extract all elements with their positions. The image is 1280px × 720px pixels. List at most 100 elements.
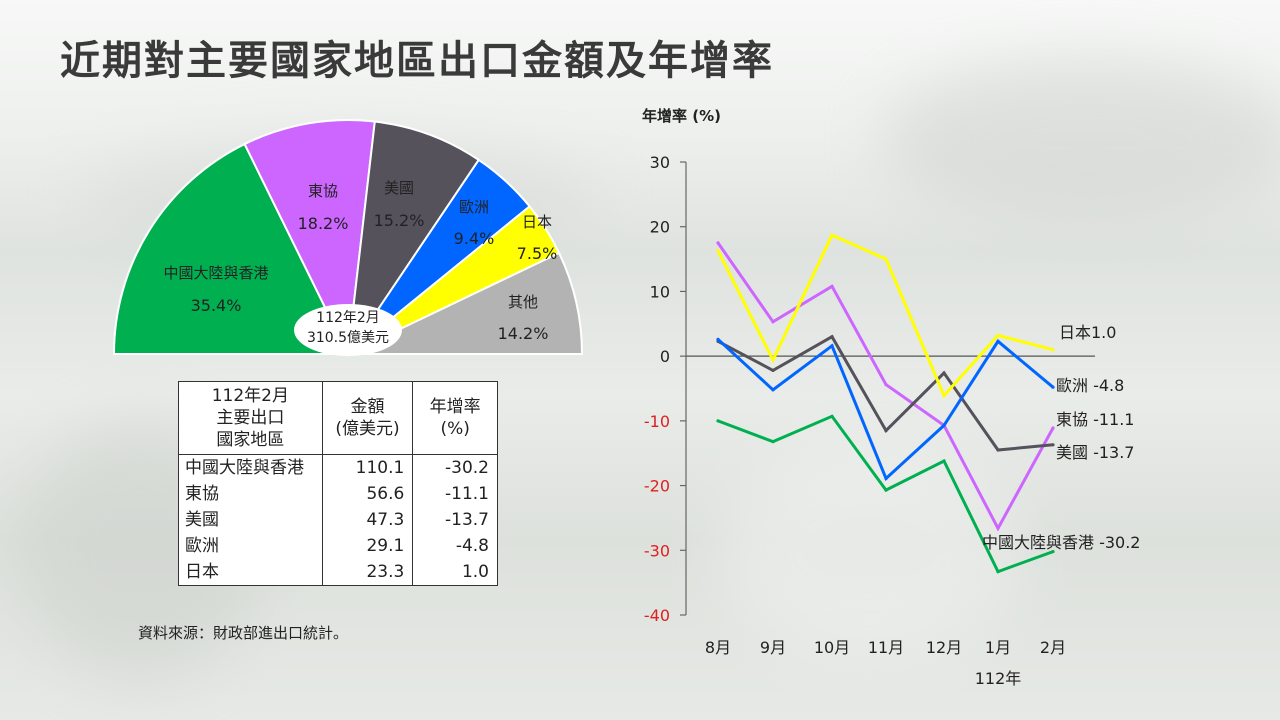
- series-end-label: 歐洲 -4.8: [1056, 376, 1124, 395]
- page-title: 近期對主要國家地區出口金額及年增率: [60, 38, 774, 84]
- pie-slice-1: [112, 142, 350, 355]
- data-point: [716, 241, 720, 245]
- table-row: 歐洲 29.1 -4.8: [178, 533, 498, 559]
- table-row: 中國大陸與香港 110.1 -30.2: [178, 454, 498, 481]
- x-axis-group-label: 112年: [975, 669, 1022, 688]
- data-point: [1051, 443, 1055, 447]
- y-tick-label: 20: [650, 218, 670, 237]
- table-cell-amount: 23.3: [321, 559, 413, 586]
- pie-slice-label: 美國: [384, 179, 414, 197]
- table-cell-growth: -4.8: [412, 533, 498, 559]
- pie-slice-percent: 14.2%: [498, 324, 549, 343]
- source-note: 資料來源：財政部進出口統計。: [138, 624, 349, 642]
- x-tick-label: 8月: [705, 638, 731, 657]
- y-axis-title: 年增率 (%): [642, 107, 721, 125]
- table-cell-region: 歐洲: [178, 533, 323, 559]
- table-header-region: 112年2月 主要出口 國家地區: [178, 381, 323, 455]
- pie-slice-3: [347, 120, 481, 355]
- table-cell-amount: 47.3: [321, 507, 413, 533]
- data-point: [830, 344, 834, 348]
- series-end-label: 中國大陸與香港 -30.2: [982, 533, 1141, 552]
- series-line-4: [716, 338, 1054, 482]
- table-cell-growth: -30.2: [412, 454, 498, 481]
- table-cell-amount: 110.1: [321, 454, 413, 481]
- data-point: [996, 526, 1000, 530]
- y-tick-label: 0: [660, 347, 670, 366]
- data-point: [830, 335, 834, 339]
- data-point: [884, 257, 888, 261]
- table-cell-growth: -11.1: [412, 481, 498, 507]
- series-end-label: 東協 -11.1: [1056, 410, 1135, 429]
- data-point: [942, 371, 946, 375]
- pie-center-total: 310.5億美元: [307, 330, 389, 346]
- data-point: [884, 383, 888, 387]
- data-point: [996, 448, 1000, 452]
- series-end-label: 日本1.0: [1059, 323, 1116, 342]
- data-point: [1051, 550, 1055, 554]
- table-cell-amount: 56.6: [321, 481, 413, 507]
- data-point: [996, 333, 1000, 337]
- data-point: [716, 419, 720, 423]
- x-tick-label: 11月: [868, 638, 904, 657]
- table-cell-region: 中國大陸與香港: [178, 454, 323, 481]
- y-tick-label: -30: [644, 541, 670, 560]
- pie-slice-percent: 35.4%: [191, 296, 242, 315]
- pie-slice-label: 其他: [508, 293, 538, 311]
- data-point: [942, 423, 946, 427]
- pie-slice-label: 東協: [308, 182, 338, 200]
- series-end-label: 美國 -13.7: [1056, 443, 1135, 462]
- data-point: [771, 368, 775, 372]
- pie-slice-label: 日本: [522, 213, 552, 231]
- data-point: [996, 339, 1000, 343]
- pie-slice-percent: 9.4%: [454, 229, 495, 248]
- pie-slice-percent: 15.2%: [374, 211, 425, 230]
- data-point: [830, 284, 834, 288]
- data-point: [884, 488, 888, 492]
- table-row: 美國 47.3 -13.7: [178, 507, 498, 533]
- table-cell-region: 美國: [178, 507, 323, 533]
- pie-slice-label: 歐洲: [459, 198, 489, 216]
- x-tick-label: 1月: [985, 638, 1011, 657]
- pie-slice-percent: 7.5%: [517, 244, 558, 263]
- x-tick-label: 10月: [814, 638, 850, 657]
- data-point: [716, 249, 720, 253]
- data-point: [716, 337, 720, 341]
- data-point: [1051, 426, 1055, 430]
- data-point: [830, 414, 834, 418]
- table-cell-growth: 1.0: [412, 559, 498, 586]
- pie-slice-2: [243, 119, 376, 358]
- data-point: [996, 570, 1000, 574]
- pie-center-hole: [294, 304, 402, 356]
- data-point: [771, 388, 775, 392]
- pie-slice-percent: 18.2%: [298, 214, 349, 233]
- y-tick-label: -10: [644, 412, 670, 431]
- table-header-amount: 金額 (億美元): [321, 381, 414, 455]
- data-point: [884, 476, 888, 481]
- data-point: [884, 429, 888, 433]
- data-point: [771, 320, 775, 324]
- x-tick-label: 9月: [760, 638, 786, 657]
- data-point: [771, 358, 775, 362]
- table-cell-region: 日本: [178, 559, 323, 586]
- data-point: [771, 440, 775, 444]
- y-tick-label: 30: [650, 153, 670, 172]
- table-cell-region: 東協: [178, 481, 323, 507]
- data-point: [1051, 385, 1055, 389]
- y-tick-label: -40: [644, 606, 670, 625]
- pie-center-period: 112年2月: [316, 310, 380, 326]
- y-tick-label: 10: [650, 282, 670, 301]
- data-point: [942, 459, 946, 463]
- data-point: [830, 233, 834, 237]
- x-tick-label: 12月: [926, 638, 962, 657]
- table-header-growth: 年增率 (%): [412, 381, 498, 455]
- data-point: [1051, 348, 1055, 352]
- table-row: 東協 56.6 -11.1: [178, 481, 498, 507]
- pie-slice-6: [347, 251, 584, 355]
- x-tick-label: 2月: [1040, 638, 1066, 657]
- table-cell-growth: -13.7: [412, 507, 498, 533]
- table-cell-amount: 29.1: [321, 533, 413, 559]
- export-table: 112年2月 主要出口 國家地區 金額 (億美元) 年增率 (%) 中國大陸與香…: [178, 381, 498, 586]
- table-row: 日本 23.3 1.0: [178, 559, 498, 586]
